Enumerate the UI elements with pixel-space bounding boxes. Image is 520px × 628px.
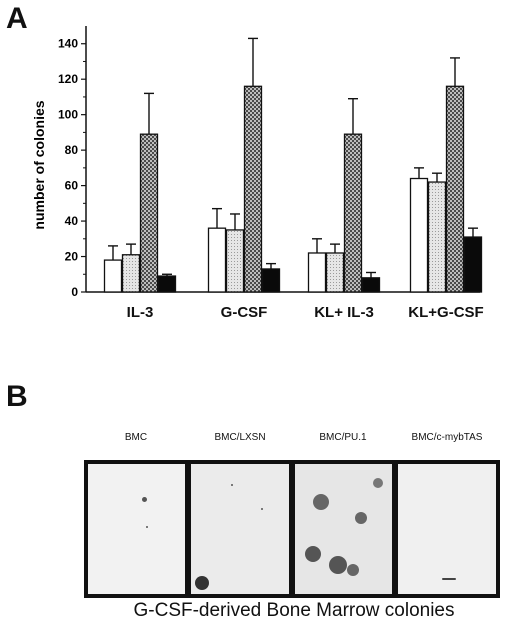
panel-a-letter: A (6, 2, 28, 35)
photo-panel-bmc-lxsn (191, 464, 289, 594)
bar-dotted-4 (445, 85, 465, 293)
bar-dotted-2 (243, 85, 263, 293)
y-tick-label: 60 (65, 179, 79, 193)
y-tick-label: 140 (58, 37, 78, 51)
bar-black-1 (157, 275, 177, 293)
bar-light-2 (225, 229, 245, 293)
colony-photo-strip (84, 460, 500, 598)
photo-column-label: BMC (124, 432, 148, 443)
photo-panel-bmc-cmybtas (398, 464, 496, 594)
x-category-label: IL-3 (126, 304, 154, 321)
y-tick-label: 80 (65, 143, 79, 157)
x-category-label: KL+G-CSF (408, 304, 484, 321)
bar-white-1 (103, 259, 123, 293)
bar-white-4 (409, 177, 429, 293)
bar-light-1 (121, 254, 141, 293)
photo-column-label: BMC/PU.1 (319, 432, 367, 443)
photo-column-label: BMC/LXSN (214, 432, 266, 443)
bar-white-2 (207, 227, 227, 293)
y-tick-label: 0 (71, 285, 78, 299)
x-category-label: KL+ IL-3 (314, 304, 374, 321)
panel-b-letter: B (6, 380, 28, 413)
x-category-label: G-CSF (220, 304, 268, 321)
y-axis-label: number of colonies (31, 100, 47, 229)
y-tick-label: 40 (65, 214, 79, 228)
bar-black-3 (361, 277, 381, 293)
photo-panel-bmc (88, 464, 185, 594)
photo-panel-bmc-pu1 (295, 464, 392, 594)
bar-light-4 (427, 181, 447, 293)
bar-white-3 (307, 252, 327, 293)
y-tick-label: 20 (65, 250, 79, 264)
bar-dotted-3 (343, 133, 363, 293)
photo-column-label: BMC/c-mybTAS (411, 432, 483, 443)
y-tick-label: 120 (58, 72, 78, 86)
bar-chart: 0 20 40 60 80 100 120 140 number of colonies (31, 26, 483, 299)
bar-light-3 (325, 252, 345, 293)
bar-black-4 (463, 236, 483, 293)
bar-dotted-1 (139, 133, 159, 293)
panel-b-caption: G-CSF-derived Bone Marrow colonies (133, 600, 455, 621)
bar-black-2 (261, 268, 281, 293)
y-tick-label: 100 (58, 108, 78, 122)
